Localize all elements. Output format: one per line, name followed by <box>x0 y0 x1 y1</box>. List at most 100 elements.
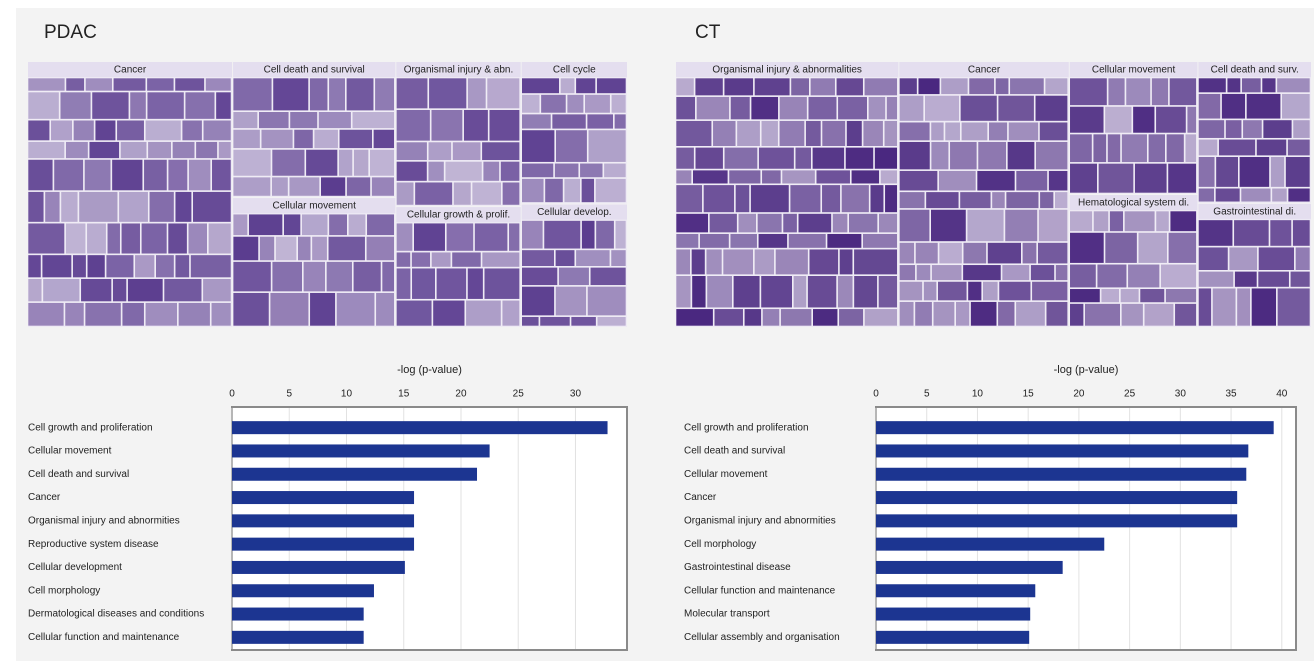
cell <box>1009 77 1045 95</box>
cell <box>1289 270 1311 288</box>
x-axis-title: -log (p-value) <box>1054 364 1119 376</box>
cell <box>1005 191 1040 209</box>
cell <box>970 301 998 327</box>
cell <box>838 308 864 327</box>
category-label: Cell morphology <box>28 585 100 596</box>
cell <box>172 141 196 159</box>
category-label: Cellular movement <box>28 446 112 457</box>
cell <box>1277 287 1311 327</box>
cell <box>366 213 395 236</box>
group-label: Organismal injury & abnormalities <box>712 65 862 76</box>
cell <box>1236 287 1251 327</box>
cell <box>1155 106 1187 134</box>
cell <box>675 308 714 327</box>
cell <box>1038 209 1069 242</box>
cell <box>846 120 863 147</box>
cell <box>780 308 813 327</box>
cell <box>789 184 822 213</box>
cell <box>430 109 463 142</box>
cell <box>486 77 520 109</box>
cell <box>1246 93 1282 120</box>
cell <box>521 77 560 94</box>
cell <box>584 94 611 114</box>
cell <box>1031 281 1069 301</box>
cell <box>1258 246 1295 271</box>
cell <box>41 254 72 278</box>
cell <box>481 251 520 268</box>
cell <box>414 181 453 206</box>
cell <box>1169 77 1197 106</box>
cell <box>762 308 780 327</box>
cell <box>575 249 611 267</box>
cell <box>143 159 168 191</box>
category-label: Dermatological diseases and conditions <box>28 609 204 620</box>
cell <box>778 120 805 147</box>
cell <box>338 129 373 149</box>
cell <box>728 169 762 185</box>
cell <box>1226 77 1241 93</box>
cell <box>750 96 779 120</box>
cell <box>297 236 312 261</box>
cell <box>832 213 849 233</box>
cell <box>205 77 232 92</box>
x-tick-label: 15 <box>1023 389 1035 400</box>
group-header <box>1069 195 1198 210</box>
cell <box>1093 210 1109 232</box>
cell <box>271 149 306 177</box>
cell <box>899 242 915 265</box>
bar <box>232 560 405 574</box>
cell <box>614 113 627 130</box>
cell <box>782 213 798 233</box>
cell <box>880 169 898 185</box>
cell <box>805 120 822 147</box>
cell <box>53 159 84 191</box>
cell <box>60 191 79 223</box>
cell <box>1287 187 1311 203</box>
cell <box>899 121 931 141</box>
bar <box>876 467 1247 481</box>
cell <box>371 176 395 197</box>
cell <box>396 141 428 161</box>
cell <box>1198 156 1216 188</box>
cell <box>1107 77 1126 106</box>
cell <box>445 222 474 252</box>
cell <box>232 236 259 261</box>
cell <box>1276 77 1311 93</box>
cell <box>581 178 595 203</box>
cell <box>483 267 520 300</box>
cell <box>1228 246 1258 271</box>
cell <box>521 316 540 327</box>
cell <box>1084 303 1121 327</box>
cell <box>760 275 793 309</box>
cell <box>977 141 1007 170</box>
cell <box>544 178 564 203</box>
bar <box>876 514 1238 528</box>
x-tick-label: 40 <box>1276 389 1288 400</box>
cell <box>444 161 483 182</box>
cell <box>1166 133 1185 163</box>
cell <box>27 222 65 255</box>
cell <box>1256 138 1287 156</box>
cell <box>50 119 73 141</box>
cell <box>91 91 130 120</box>
cell <box>1285 156 1311 188</box>
cell <box>692 169 729 185</box>
cell <box>467 77 487 109</box>
cell <box>914 301 933 327</box>
cell <box>521 286 555 316</box>
cell <box>1169 210 1197 232</box>
category-label: Organismal injury and abnormities <box>28 515 180 526</box>
cell <box>758 147 795 170</box>
cell <box>899 95 924 122</box>
cell <box>481 141 520 161</box>
cell <box>396 109 431 142</box>
group-label: Cell cycle <box>553 65 596 76</box>
cell <box>521 162 554 178</box>
cell <box>793 275 807 309</box>
cell <box>328 213 348 236</box>
cell <box>112 77 147 92</box>
cell <box>932 301 955 327</box>
group-label: Cellular movement <box>273 201 357 212</box>
cell <box>761 169 782 185</box>
